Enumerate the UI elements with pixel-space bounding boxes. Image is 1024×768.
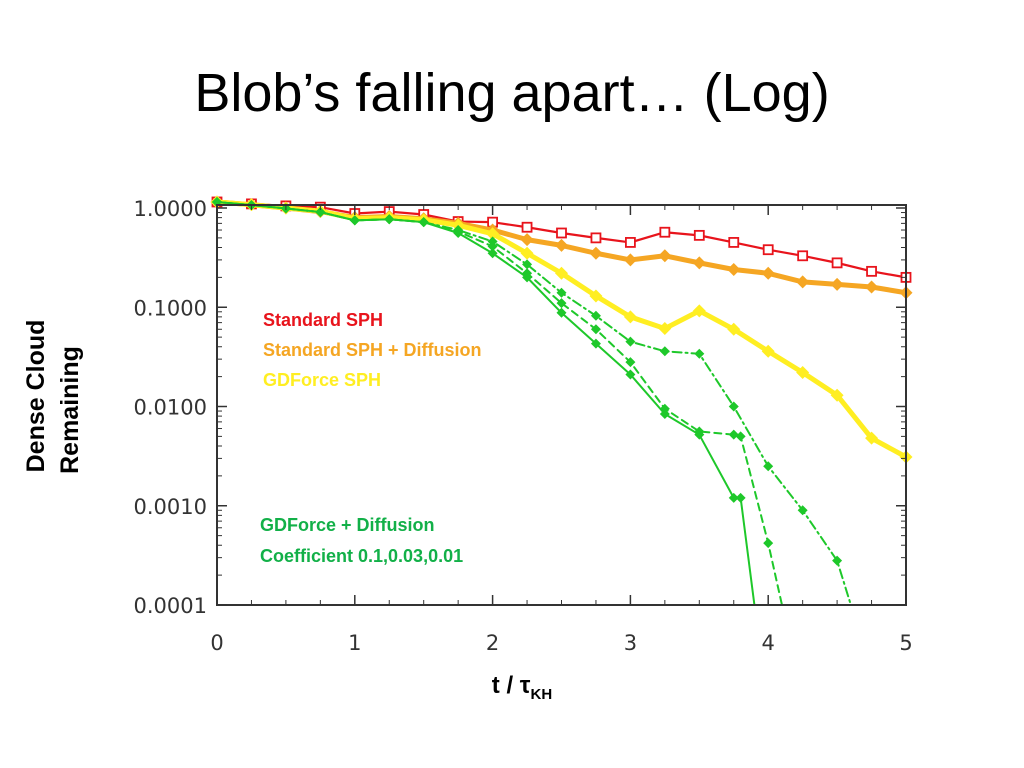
y-tick-label: 0.0010 bbox=[134, 495, 207, 519]
point-gdforce-diffusion-0.01 bbox=[735, 492, 746, 503]
point-gdforce-sph bbox=[589, 289, 603, 303]
point-gdforce-sph bbox=[555, 266, 568, 280]
point-gdforce-diffusion-0.1 bbox=[832, 555, 843, 566]
point-gdforce-diffusion-0.01 bbox=[556, 307, 567, 318]
point-standard-sph-diffusion bbox=[623, 253, 637, 267]
point-gdforce-diffusion-0.1 bbox=[522, 259, 533, 270]
series-layer bbox=[210, 195, 913, 606]
point-gdforce-sph bbox=[865, 431, 879, 445]
point-gdforce-diffusion-0.01 bbox=[487, 248, 498, 259]
point-gdforce-sph bbox=[796, 366, 810, 380]
y-axis-label-line-1: Dense Cloud bbox=[22, 320, 50, 473]
point-gdforce-diffusion-0.1 bbox=[728, 401, 739, 412]
point-standard-sph-diffusion bbox=[830, 277, 844, 291]
annotation-standard-sph: Standard SPH bbox=[263, 310, 383, 330]
y-axis-label-line-2: Remaining bbox=[56, 346, 84, 474]
point-standard-sph bbox=[866, 265, 877, 277]
point-gdforce-diffusion-0.03 bbox=[556, 298, 567, 309]
point-gdforce-diffusion-0.01 bbox=[418, 217, 429, 228]
point-gdforce-diffusion-0.01 bbox=[349, 215, 360, 226]
x-tick-label: 3 bbox=[624, 631, 637, 655]
point-gdforce-sph bbox=[692, 304, 706, 318]
point-gdforce-diffusion-0.03 bbox=[590, 324, 601, 335]
point-standard-sph-diffusion bbox=[761, 266, 775, 280]
point-gdforce-diffusion-0.03 bbox=[728, 429, 739, 440]
point-gdforce-sph bbox=[623, 310, 637, 324]
x-tick-label: 2 bbox=[486, 631, 499, 655]
point-standard-sph bbox=[556, 227, 567, 239]
annotation-standard-sph-diffusion: Standard SPH + Diffusion bbox=[263, 340, 482, 360]
point-gdforce-diffusion-0.01 bbox=[625, 369, 636, 380]
point-gdforce-diffusion-0.01 bbox=[590, 338, 601, 349]
ticks-layer: 0 1 2 3 4 5 1.0000 0.1000 0.0100 0.0010 0.0001 bbox=[134, 197, 913, 655]
point-standard-sph bbox=[797, 250, 809, 262]
x-tick-label: 0 bbox=[210, 631, 223, 655]
point-standard-sph-diffusion bbox=[692, 256, 706, 270]
point-gdforce-diffusion-0.1 bbox=[763, 461, 774, 472]
point-standard-sph bbox=[521, 221, 533, 233]
x-tick-label: 1 bbox=[348, 631, 361, 655]
point-gdforce-diffusion-0.01 bbox=[728, 492, 739, 503]
point-gdforce-diffusion-0.03 bbox=[625, 357, 636, 368]
point-gdforce-sph bbox=[761, 344, 775, 358]
point-standard-sph bbox=[762, 244, 774, 256]
point-standard-sph bbox=[625, 237, 636, 248]
point-gdforce-sph bbox=[658, 322, 672, 336]
point-gdforce-diffusion-0.1 bbox=[556, 287, 567, 298]
point-gdforce-diffusion-0.03 bbox=[763, 538, 774, 549]
point-gdforce-diffusion-0.1 bbox=[590, 310, 601, 321]
plot-frame bbox=[216, 204, 907, 606]
y-tick-label: 0.0100 bbox=[134, 396, 207, 420]
y-tick-label: 0.0001 bbox=[134, 594, 207, 618]
point-gdforce-diffusion-0.1 bbox=[797, 505, 808, 516]
annotation-gdforce-diffusion-coefficients: Coefficient 0.1,0.03,0.01 bbox=[260, 546, 463, 566]
x-tick-label: 5 bbox=[899, 631, 912, 655]
point-standard-sph bbox=[728, 237, 740, 248]
series-line-gdforce-diffusion-0.01 bbox=[216, 200, 756, 606]
point-gdforce-sph bbox=[830, 388, 844, 402]
x-axis-label-sub: KH bbox=[531, 686, 553, 703]
point-gdforce-diffusion-0.01 bbox=[522, 272, 533, 283]
point-gdforce-diffusion-0.01 bbox=[384, 214, 395, 225]
point-standard-sph bbox=[659, 226, 671, 238]
point-gdforce-sph bbox=[727, 322, 741, 336]
point-gdforce-diffusion-0.03 bbox=[735, 431, 746, 442]
point-standard-sph-diffusion bbox=[865, 280, 879, 294]
point-standard-sph-diffusion bbox=[555, 238, 568, 252]
point-standard-sph-diffusion bbox=[520, 233, 534, 247]
annotation-gdforce-sph: GDForce SPH bbox=[263, 370, 381, 390]
point-standard-sph-diffusion bbox=[727, 263, 741, 277]
x-axis-label-main: t / τ bbox=[492, 672, 531, 699]
series-line-gdforce-diffusion-0.1 bbox=[216, 200, 852, 606]
point-gdforce-diffusion-0.01 bbox=[694, 429, 705, 440]
y-tick-label: 1.0000 bbox=[134, 197, 207, 221]
point-standard-sph bbox=[693, 229, 705, 241]
point-gdforce-diffusion-0.01 bbox=[659, 409, 670, 420]
point-gdforce-diffusion-0.01 bbox=[315, 207, 326, 218]
x-axis-label: t / τKH bbox=[492, 672, 552, 703]
point-standard-sph bbox=[831, 257, 843, 269]
slide-title: Blob’s falling apart… (Log) bbox=[194, 63, 830, 123]
point-gdforce-diffusion-0.03 bbox=[487, 241, 498, 252]
point-gdforce-diffusion-0.01 bbox=[453, 227, 464, 238]
point-gdforce-diffusion-0.1 bbox=[625, 336, 636, 347]
point-standard-sph-diffusion bbox=[658, 249, 672, 263]
point-gdforce-diffusion-0.1 bbox=[659, 346, 670, 357]
annotation-gdforce-diffusion: GDForce + Diffusion bbox=[260, 515, 435, 535]
point-gdforce-sph bbox=[520, 246, 534, 260]
point-standard-sph-diffusion bbox=[796, 275, 810, 289]
point-gdforce-sph bbox=[486, 227, 500, 241]
y-tick-label: 0.1000 bbox=[134, 296, 207, 320]
point-gdforce-diffusion-0.1 bbox=[694, 348, 705, 359]
point-standard-sph bbox=[590, 232, 602, 244]
x-tick-label: 4 bbox=[762, 631, 775, 655]
point-standard-sph-diffusion bbox=[589, 246, 603, 260]
